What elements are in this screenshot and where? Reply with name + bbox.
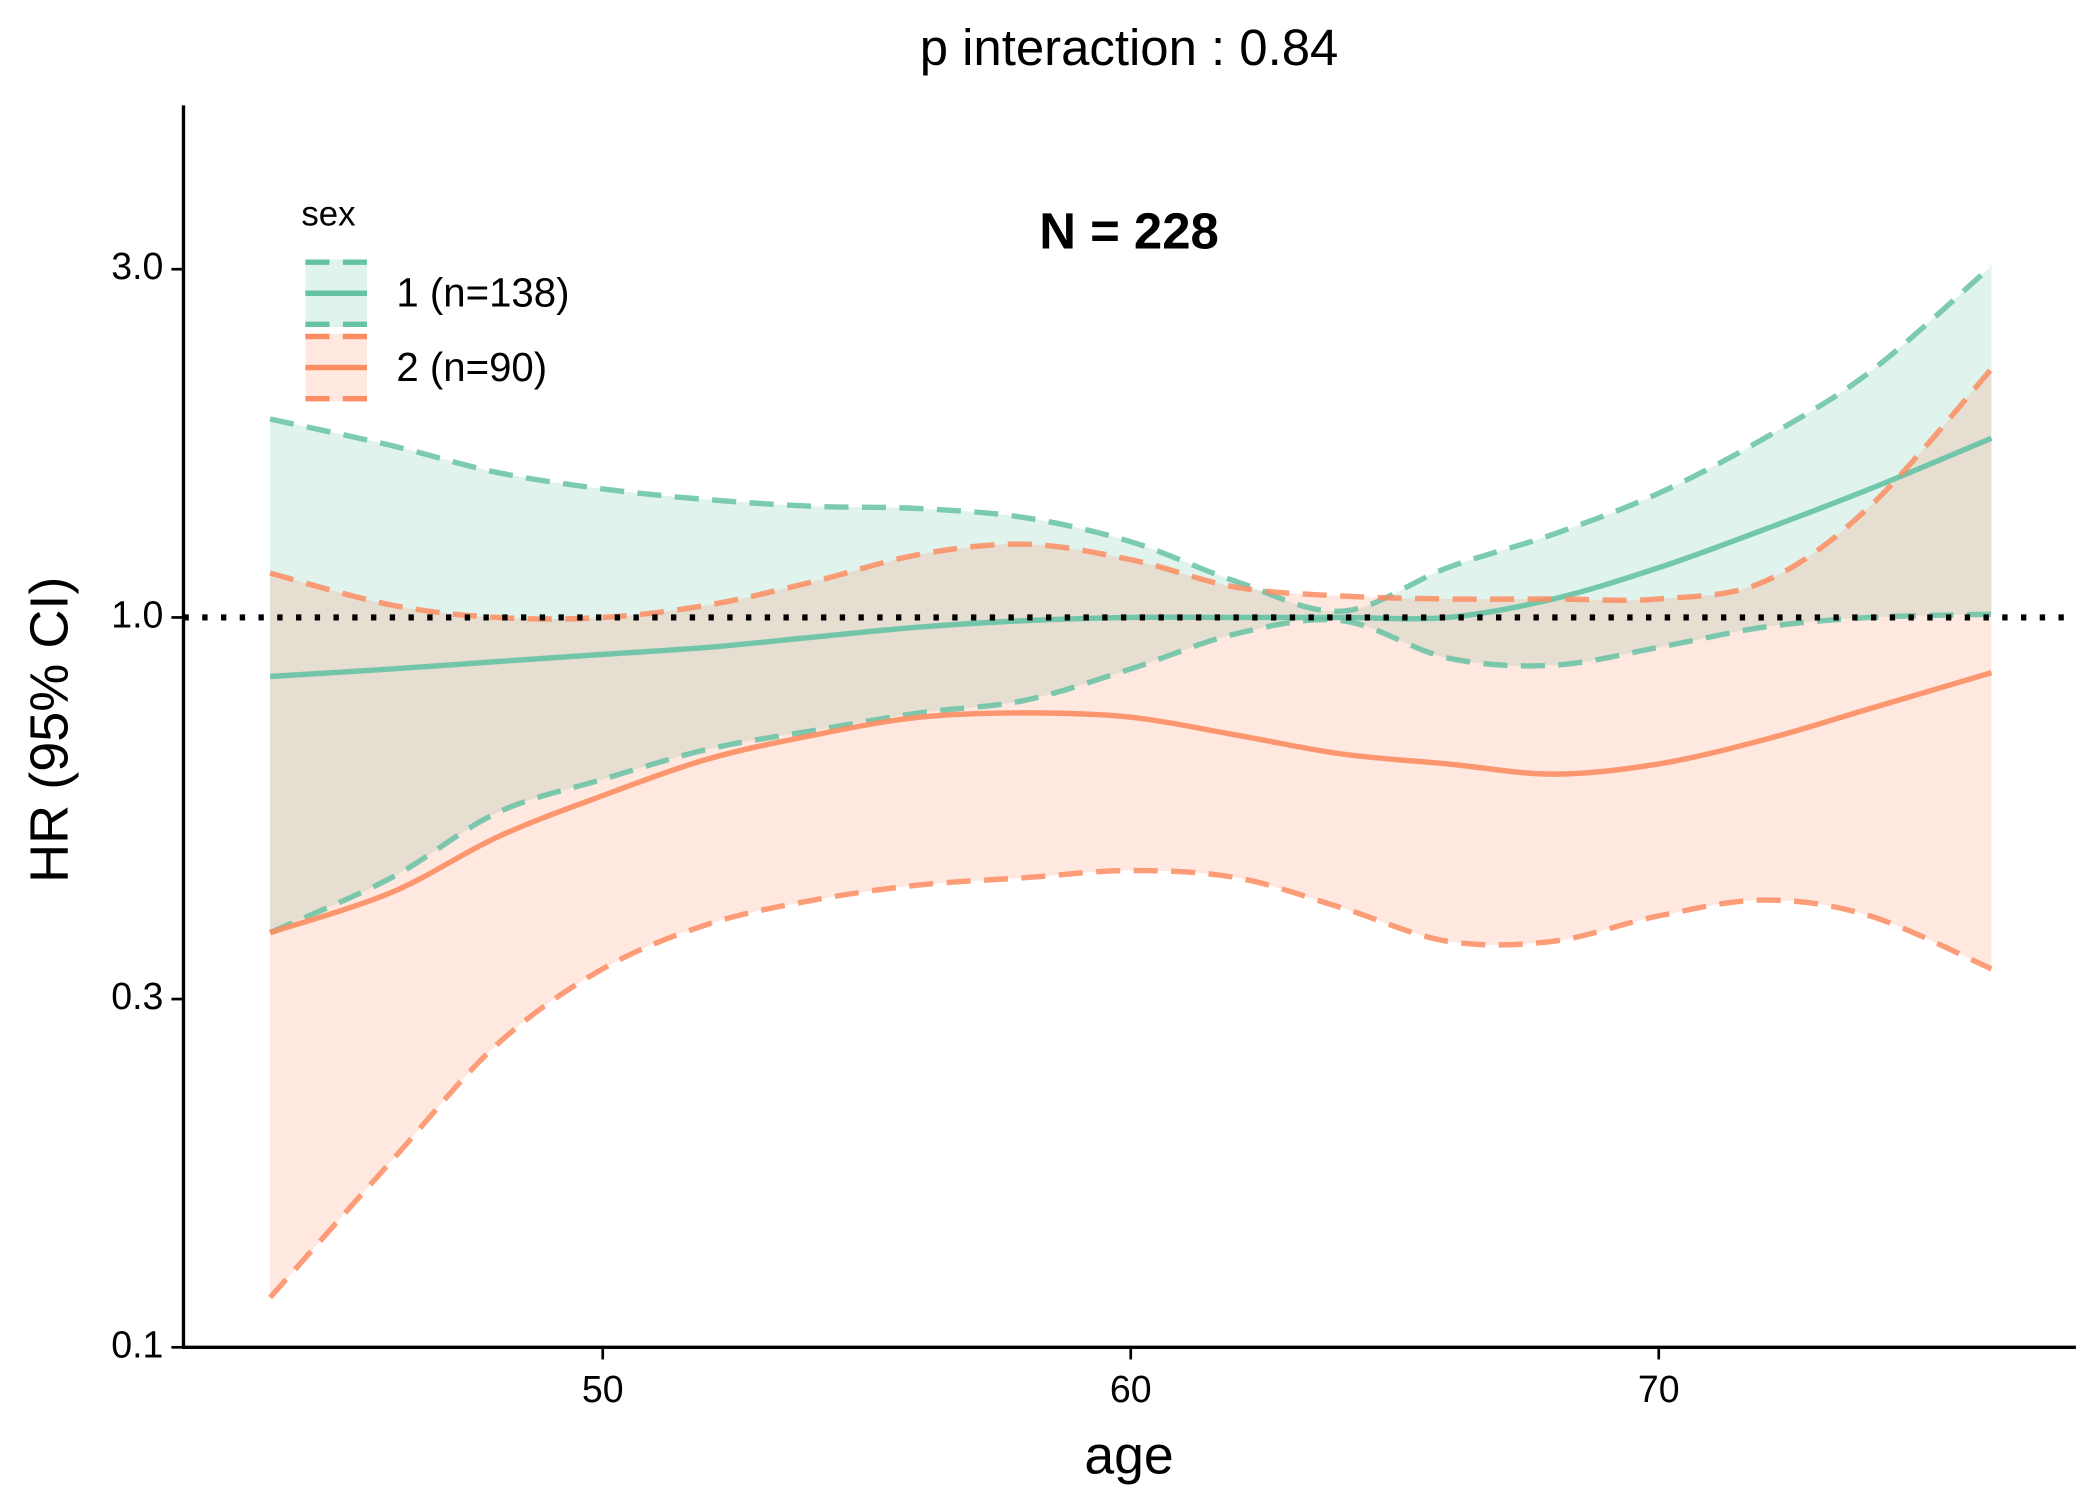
y-tick-label: 0.3 xyxy=(111,975,163,1017)
legend-label: 1 (n=138) xyxy=(396,269,569,315)
annotation: N = 228 xyxy=(1039,202,1219,259)
legend-label: 2 (n=90) xyxy=(396,344,547,390)
lines xyxy=(268,264,1994,1300)
ci-band xyxy=(270,368,1992,1298)
fit-line xyxy=(269,435,1993,680)
x-tick-label: 50 xyxy=(582,1368,624,1410)
ci-line xyxy=(268,611,1992,936)
y-tick-label: 3.0 xyxy=(111,245,163,287)
x-tick-label: 70 xyxy=(1638,1368,1680,1410)
ci-line xyxy=(269,264,1994,614)
x-axis-title: age xyxy=(1084,1426,1173,1486)
fit-line xyxy=(269,670,1993,936)
chart-title: p interaction : 0.84 xyxy=(920,19,1339,76)
legend-title: sex xyxy=(301,194,356,233)
ci-line xyxy=(268,867,1993,1300)
x-tick-label: 60 xyxy=(1110,1368,1152,1410)
ci-line xyxy=(269,367,1994,622)
y-tick-label: 1.0 xyxy=(111,593,163,635)
ci-band xyxy=(270,266,1992,933)
y-axis-title: HR (95% CI) xyxy=(20,577,80,883)
y-tick-label: 0.1 xyxy=(111,1323,163,1365)
bands xyxy=(270,266,1992,1298)
